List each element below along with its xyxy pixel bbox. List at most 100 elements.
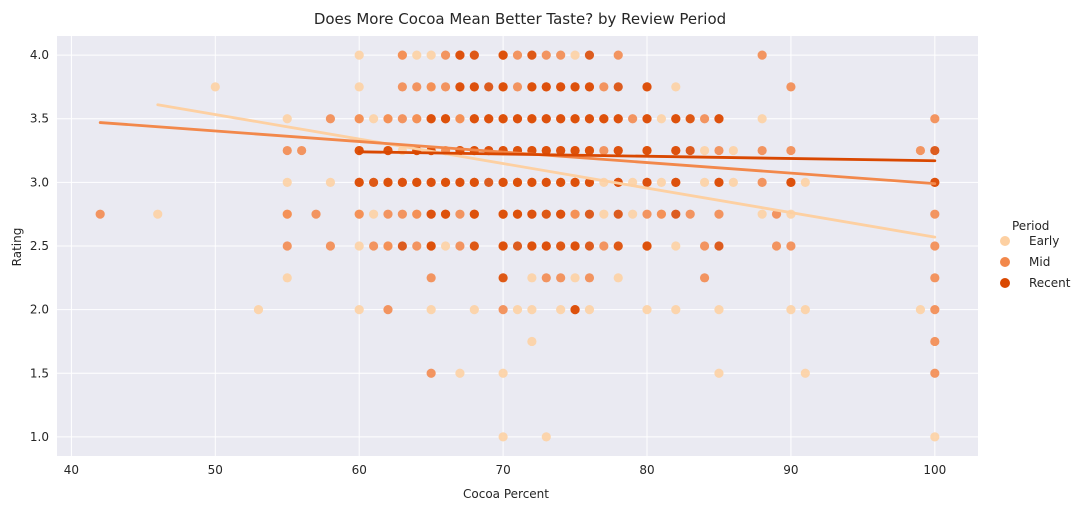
data-point xyxy=(354,241,364,251)
data-point xyxy=(426,177,436,187)
data-point xyxy=(541,177,551,187)
data-point xyxy=(584,273,595,283)
data-point xyxy=(714,114,724,124)
data-point xyxy=(771,241,782,251)
data-point xyxy=(915,145,926,156)
data-point xyxy=(757,145,767,156)
x-tick-label: 70 xyxy=(495,463,510,477)
data-point xyxy=(570,241,580,251)
x-tick-label: 90 xyxy=(783,463,798,477)
x-tick-label: 80 xyxy=(639,463,654,477)
data-point xyxy=(498,368,508,378)
data-point xyxy=(584,82,595,92)
data-point xyxy=(613,50,623,60)
data-point xyxy=(412,241,422,251)
legend-label-early: Early xyxy=(1029,234,1059,248)
data-point xyxy=(915,305,926,315)
data-point xyxy=(527,336,537,347)
data-point xyxy=(685,145,695,156)
data-point xyxy=(786,305,796,315)
data-point xyxy=(498,209,508,219)
data-point xyxy=(484,177,494,187)
data-point xyxy=(282,241,292,251)
data-point xyxy=(570,50,580,60)
data-point xyxy=(671,305,681,315)
y-tick-label: 2.0 xyxy=(30,303,49,317)
data-point xyxy=(282,209,292,219)
data-point xyxy=(512,50,523,60)
data-point xyxy=(714,209,724,219)
data-point xyxy=(455,241,465,251)
data-point xyxy=(498,82,508,92)
data-point xyxy=(642,145,652,156)
data-point xyxy=(512,114,523,124)
data-point xyxy=(599,82,609,92)
data-point xyxy=(671,209,681,219)
data-point xyxy=(498,50,508,60)
data-point xyxy=(728,177,738,187)
data-point xyxy=(484,114,494,124)
data-point xyxy=(584,114,595,124)
data-point xyxy=(671,177,681,187)
x-tick-label: 40 xyxy=(64,463,79,477)
data-point xyxy=(556,50,566,60)
data-point xyxy=(786,241,796,251)
data-point xyxy=(455,114,465,124)
x-axis-title: Cocoa Percent xyxy=(463,487,549,501)
data-point xyxy=(599,241,609,251)
data-point xyxy=(383,305,393,315)
legend-marker-mid xyxy=(1000,257,1010,267)
x-tick-label: 60 xyxy=(352,463,367,477)
data-point xyxy=(541,241,551,251)
data-point xyxy=(512,82,523,92)
data-point xyxy=(757,177,767,187)
data-point xyxy=(527,114,537,124)
data-point xyxy=(570,305,580,315)
data-point xyxy=(757,50,767,60)
data-point xyxy=(613,145,623,156)
data-point xyxy=(440,50,451,60)
data-point xyxy=(440,177,451,187)
data-point xyxy=(584,50,595,60)
data-point xyxy=(469,241,479,251)
data-point xyxy=(699,145,710,156)
y-axis-title: Rating xyxy=(10,228,24,267)
y-tick-label: 1.0 xyxy=(30,430,49,444)
data-point xyxy=(498,273,508,283)
y-tick-label: 3.5 xyxy=(30,112,49,126)
data-points xyxy=(95,50,940,442)
data-point xyxy=(426,209,436,219)
data-point xyxy=(642,114,652,124)
data-point xyxy=(440,82,451,92)
data-point xyxy=(685,209,695,219)
data-point xyxy=(613,82,623,92)
data-point xyxy=(469,50,479,60)
legend-title: Period xyxy=(1012,219,1049,233)
data-point xyxy=(800,368,810,378)
y-tick-label: 2.5 xyxy=(30,239,49,253)
data-point xyxy=(930,114,940,124)
data-point xyxy=(613,241,623,251)
data-point xyxy=(757,209,767,219)
data-point xyxy=(728,145,738,156)
data-point xyxy=(455,209,465,219)
data-point xyxy=(527,305,537,315)
data-point xyxy=(469,177,479,187)
trend-line-recent xyxy=(357,150,937,163)
data-point xyxy=(930,432,940,442)
data-point xyxy=(656,209,667,219)
chart-title: Does More Cocoa Mean Better Taste? by Re… xyxy=(314,10,726,28)
data-point xyxy=(512,177,523,187)
data-point xyxy=(325,177,336,187)
data-point xyxy=(699,177,710,187)
data-point xyxy=(253,305,264,315)
data-point xyxy=(354,305,364,315)
trend-lines xyxy=(98,103,937,239)
data-point xyxy=(397,114,407,124)
data-point xyxy=(584,145,595,156)
data-point xyxy=(930,336,940,347)
data-point xyxy=(570,114,580,124)
data-point xyxy=(642,177,652,187)
data-point xyxy=(368,209,379,219)
